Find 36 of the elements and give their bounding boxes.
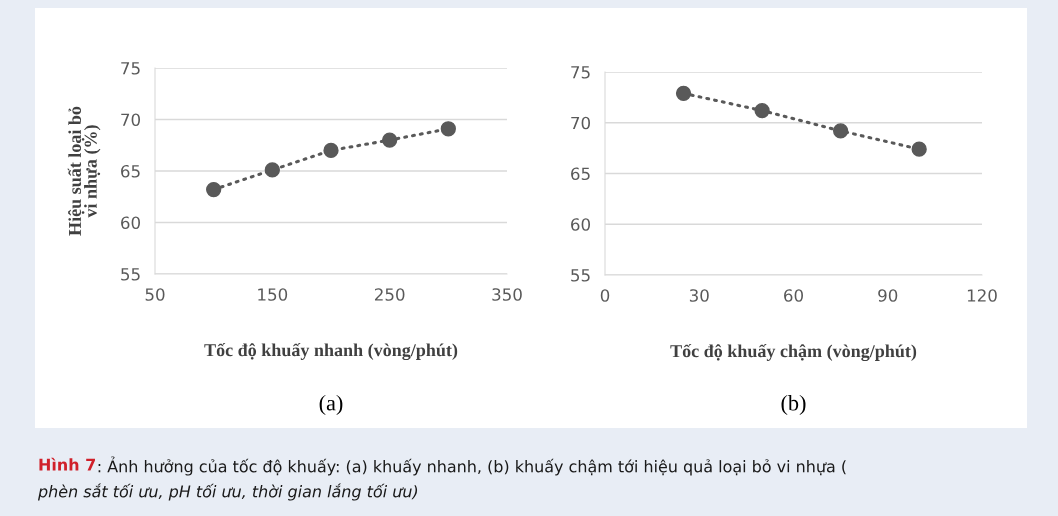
x-tick-label: 150 bbox=[258, 288, 288, 301]
y-tick-label: 60 bbox=[571, 218, 590, 231]
point bbox=[911, 141, 927, 157]
y-tick-label: 65 bbox=[121, 164, 140, 178]
x-tick-label: 350 bbox=[492, 288, 522, 301]
point bbox=[323, 142, 339, 159]
text: (a) bbox=[319, 394, 343, 416]
x-tick-label: 120 bbox=[967, 289, 997, 302]
point bbox=[832, 123, 849, 139]
y-tick-label: 55 bbox=[121, 268, 140, 281]
y-tick-label: 70 bbox=[121, 113, 140, 127]
y-axis-title: Hiệu suất loại bỏ vi nhựa (%) bbox=[67, 106, 101, 236]
point bbox=[382, 132, 398, 148]
text: phèn sắt tối ưu, pH tối ưu, thời gian lắng tối ưu) bbox=[37, 483, 418, 501]
x-tick-label: 30 bbox=[689, 289, 709, 302]
x-tick-label: 250 bbox=[374, 288, 405, 301]
point bbox=[754, 102, 770, 119]
y-tick-label: 60 bbox=[121, 216, 140, 230]
text: (b) bbox=[781, 394, 806, 416]
y-tick-label: 75 bbox=[571, 66, 590, 79]
point bbox=[440, 121, 456, 137]
point bbox=[675, 85, 692, 101]
text: Hình 7 bbox=[39, 457, 95, 471]
x-tick-label: 90 bbox=[878, 289, 898, 302]
point bbox=[264, 162, 280, 178]
y-tick-label: 75 bbox=[121, 62, 140, 75]
x-tick-label: 50 bbox=[145, 288, 165, 301]
y-tick-label: 65 bbox=[571, 167, 590, 181]
text: : Ảnh hưởng của tốc độ khuấy: (a) khuấy nhanh, (b) khuấy chậm tới hiệu quả loại bỏ vi nhựa ( bbox=[98, 456, 846, 476]
x-tick-label: 0 bbox=[600, 289, 610, 302]
y-tick-label: 55 bbox=[571, 269, 590, 282]
x-tick-label: 60 bbox=[784, 289, 803, 302]
y-tick-label: 70 bbox=[571, 116, 590, 130]
x-axis-title: Tốc độ khuấy chậm (vòng/phút) bbox=[670, 343, 917, 362]
x-axis-title: Tốc độ khuấy nhanh (vòng/phút) bbox=[204, 342, 458, 361]
point bbox=[206, 181, 222, 198]
